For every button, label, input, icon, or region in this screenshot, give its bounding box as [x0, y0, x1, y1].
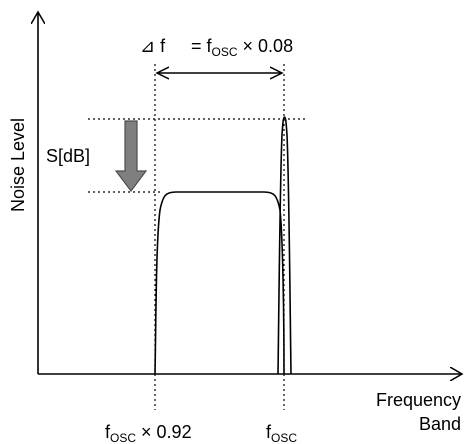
delta-f-eq-prefix: = f [191, 36, 213, 56]
y-axis-label: Noise Level [8, 118, 28, 212]
fosc-092-prefix: f [105, 422, 111, 442]
delta-f-symbol: ⊿ f [140, 36, 166, 56]
s-db-label: S[dB] [46, 146, 90, 166]
delta-f-equation: = fOSC × 0.08 [191, 36, 293, 59]
fosc-092-suffix: × 0.92 [136, 422, 192, 442]
attenuation-arrow [114, 120, 148, 192]
x-axis-label-line2: Band [419, 414, 461, 434]
fosc-092-sub: OSC [110, 431, 136, 444]
delta-f-eq-suffix: × 0.08 [238, 36, 294, 56]
oscillation-peak-curve [277, 116, 292, 375]
fosc-prefix: f [266, 422, 272, 442]
x-axis-label-line1: Frequency [376, 390, 461, 410]
fosc-sub: OSC [271, 431, 297, 444]
fosc-label: fOSC [266, 422, 297, 444]
fosc-092-label: fOSC × 0.92 [105, 422, 192, 444]
suppressed-noise-curve [154, 191, 285, 375]
delta-f-eq-sub: OSC [212, 45, 238, 59]
